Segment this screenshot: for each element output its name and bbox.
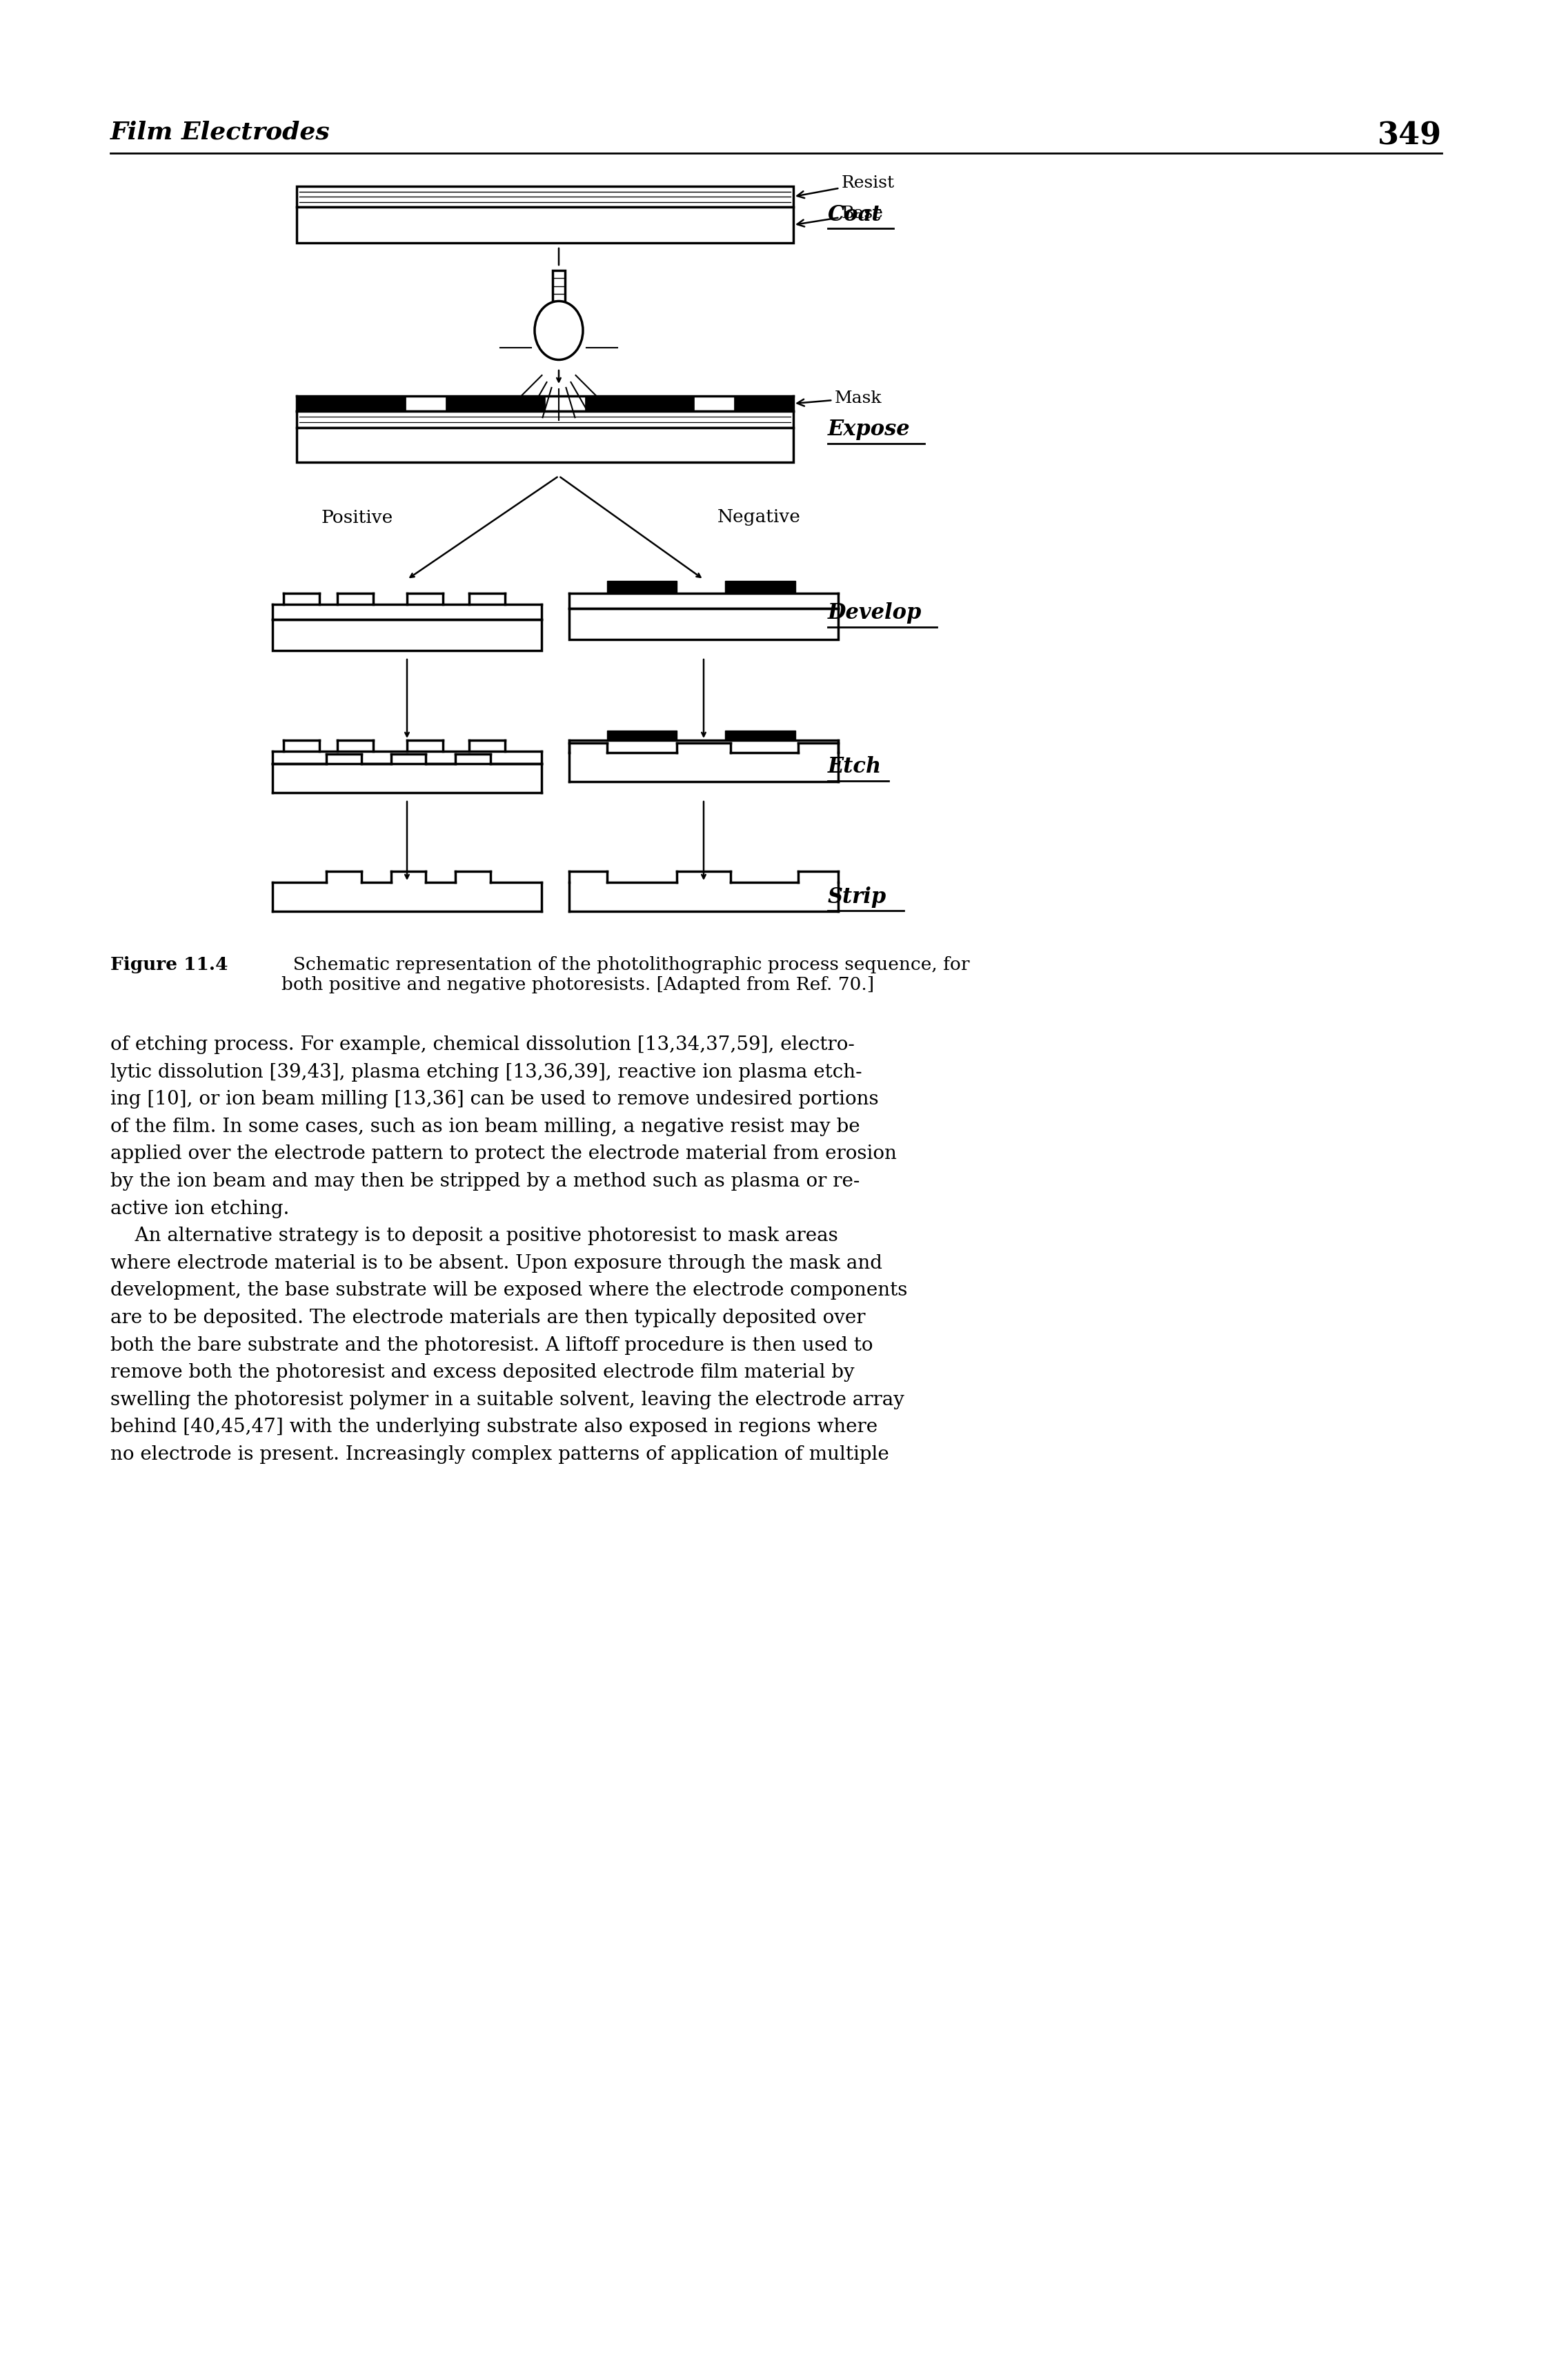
Polygon shape — [297, 207, 794, 243]
Polygon shape — [607, 731, 677, 740]
Text: Etch: Etch — [828, 757, 881, 778]
Text: Mask: Mask — [797, 390, 883, 407]
Ellipse shape — [534, 302, 582, 359]
Text: Figure 11.4: Figure 11.4 — [111, 957, 227, 973]
Text: Film Electrodes: Film Electrodes — [111, 121, 330, 145]
Polygon shape — [297, 186, 794, 207]
Polygon shape — [297, 428, 794, 462]
Polygon shape — [272, 619, 542, 650]
Text: Resist: Resist — [797, 174, 895, 198]
Polygon shape — [733, 395, 794, 412]
Polygon shape — [726, 731, 796, 740]
Text: Schematic representation of the photolithographic process sequence, for
both pos: Schematic representation of the photolit… — [282, 957, 970, 992]
Text: of etching process. For example, chemical dissolution [13,34,37,59], electro-
ly: of etching process. For example, chemica… — [111, 1035, 908, 1464]
Polygon shape — [570, 609, 838, 640]
Polygon shape — [553, 271, 565, 302]
Polygon shape — [297, 412, 794, 428]
Polygon shape — [607, 581, 677, 593]
Text: Develop: Develop — [828, 602, 922, 624]
Polygon shape — [297, 395, 406, 412]
Text: Expose: Expose — [828, 419, 911, 440]
Text: Positive: Positive — [321, 509, 394, 526]
Text: 349: 349 — [1378, 121, 1442, 150]
Text: Strip: Strip — [828, 885, 886, 907]
Text: Coat: Coat — [828, 205, 881, 226]
Polygon shape — [445, 395, 545, 412]
Text: Negative: Negative — [718, 509, 800, 526]
Text: Base: Base — [797, 207, 884, 226]
Polygon shape — [726, 581, 796, 593]
Polygon shape — [585, 395, 694, 412]
